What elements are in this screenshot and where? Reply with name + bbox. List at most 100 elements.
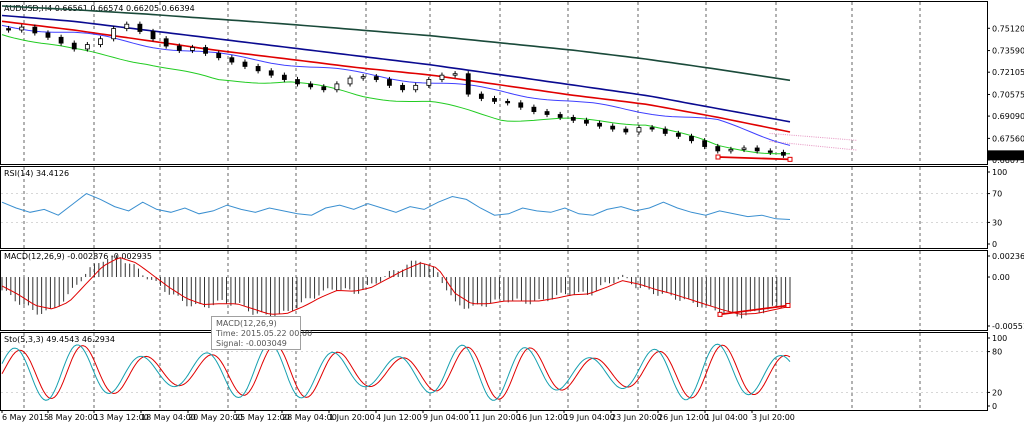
cloud-dot-b-20 [813,145,815,147]
price-tick-label-3: 0.70575 [992,90,1024,99]
ma-line-4 [1,34,790,155]
cloud-dot-21 [815,136,817,138]
x-tick-label-15: 1 Jul 04:00 [705,413,748,422]
cloud-dot-39 [855,139,857,141]
cloud-dot-29 [833,137,835,140]
candle-body-26 [347,77,353,85]
cloud-dot-28 [831,137,833,139]
cloud-dot-b-21 [815,145,817,147]
cloud-dot-38 [853,139,855,141]
current-price-label: 0.66394 [990,151,1023,160]
candle-body-52 [689,135,694,142]
candle-body-14 [190,47,195,51]
candle-body-22 [295,79,300,85]
ma-line-2 [1,20,791,133]
cloud-dot-b-13 [798,143,800,145]
cloud-dot-0 [769,132,771,135]
cloud-dot-b-27 [828,146,831,148]
candle-body-57 [754,147,760,152]
macd-tick-label-0: 0.002364 [992,252,1024,261]
cloud-dot-b-28 [831,146,833,149]
candle-body-16 [216,52,222,59]
cloud-dot-16 [804,135,806,137]
candle-body-18 [242,61,248,67]
rsi-tick-label-3: 0 [992,240,997,249]
cloud-dot-b-15 [802,144,804,146]
candle-body-0 [6,28,11,31]
price-tick-label-2: 0.72105 [992,68,1024,77]
cloud-dot-b-38 [853,149,855,151]
cloud-dot-b-32 [839,147,842,150]
macd-header: MACD(12,26,9) -0.002876 -0.002935 [4,252,152,261]
cloud-dot-22 [817,136,820,138]
candle-body-32 [426,79,432,86]
macd-handle-a [717,311,723,317]
candle-body-4 [58,36,64,44]
price-tick-label-1: 0.73590 [992,47,1024,56]
candle-body-13 [176,45,182,51]
candle-body-43 [570,117,576,121]
candle-body-10 [137,23,143,32]
cloud-dot-34 [844,138,846,140]
cloud-dot-33 [842,138,844,140]
candle-body-41 [544,111,550,115]
candle-body-37 [492,98,497,102]
cloud-dot-6 [782,133,784,136]
macd-handle-b [785,302,791,308]
candle-body-24 [321,86,327,91]
candle-body-28 [373,76,379,80]
price-header: AUDUSD,H4 0.66561 0.66574 0.66205 0.6639… [4,4,195,13]
stoch-tick-label-1: 80 [992,348,1002,357]
stoch-header: Sto(5,3,3) 49.4543 46.2934 [4,335,115,344]
candle-body-46 [610,125,616,130]
cloud-dot-b-11 [793,143,795,145]
x-tick-label-12: 19 Jun 04:00 [564,413,615,422]
cloud-dot-1 [771,132,773,135]
cloud-dot-26 [826,137,828,139]
cloud-dot-15 [802,135,804,137]
cloud-dot-b-9 [789,142,791,144]
current-price-box [988,150,1024,161]
candle-body-42 [557,114,563,118]
cloud-dot-b-22 [817,145,820,147]
x-tick-label-16: 3 Jul 20:00 [752,413,795,422]
rsi-header: RSI(14) 34.4126 [4,169,69,178]
candle-body-27 [360,76,366,79]
cloud-dot-5 [780,133,782,135]
cloud-dot-b-29 [833,147,835,149]
candle-body-40 [531,106,537,112]
candle-body-33 [439,74,445,80]
x-tick-label-10: 11 Jun 20:00 [470,413,521,422]
tooltip-time: Time: 2015.05.22 00:00 [216,329,313,338]
cloud-dot-17 [806,135,809,137]
cloud-dot-b-30 [835,147,837,149]
pane-frame-2 [0,250,988,331]
cloud-dot-9 [789,134,791,136]
x-tick-label-0: 6 May 2015 [2,413,49,422]
cloud-dot-b-18 [809,144,811,146]
candle-body-53 [702,140,708,147]
macd-tick-label-2: -0.00551 [992,322,1024,331]
cloud-dot-b-14 [800,143,802,146]
pane-frame-3 [0,332,988,411]
stoch-main-line [1,342,791,401]
ma-line-3 [1,24,791,146]
cloud-dot-b-10 [791,143,793,145]
candle-body-50 [662,128,668,134]
cloud-dot-30 [835,138,837,140]
cloud-dot-27 [828,137,831,139]
candle-body-12 [163,38,169,47]
cloud-dot-b-8 [787,142,789,144]
candle-body-47 [623,128,629,133]
x-tick-label-3: 18 May 04:00 [141,413,196,422]
cloud-dot-b-36 [848,148,850,150]
cloud-dot-b-16 [804,144,806,146]
cloud-dot-b-1 [771,141,773,143]
cloud-dot-14 [800,135,802,137]
x-tick-label-11: 16 Jun 12:00 [517,413,568,422]
cloud-dot-b-7 [784,142,787,144]
cloud-dot-b-23 [820,145,822,148]
stoch-tick-label-3: 0 [992,402,997,411]
candle-body-6 [84,44,90,50]
candle-body-44 [584,119,589,124]
